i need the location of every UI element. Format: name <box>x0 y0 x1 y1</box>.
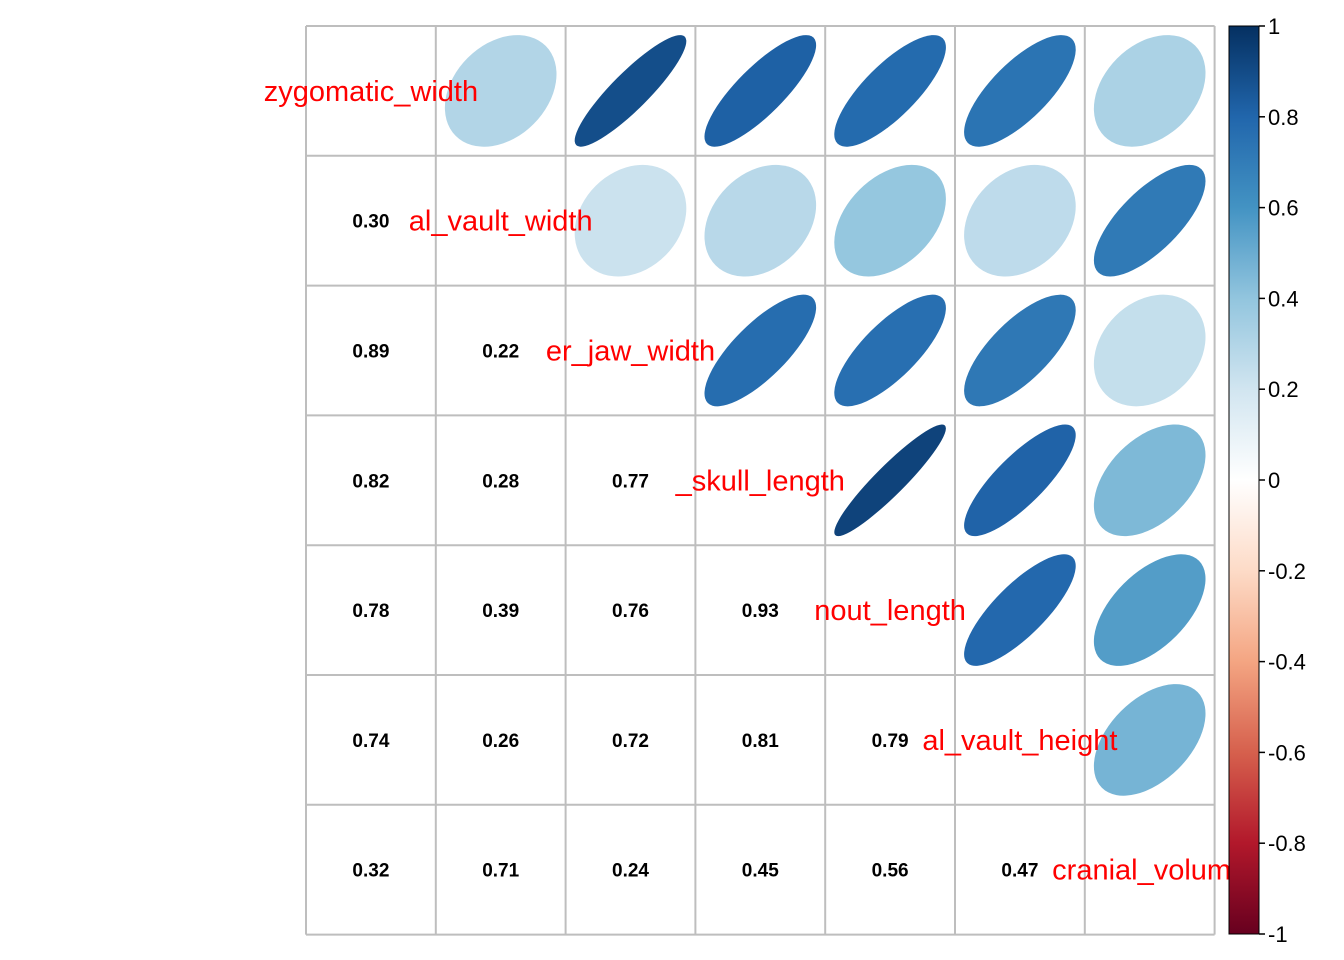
corr-value-3-1: 0.28 <box>482 471 519 492</box>
corr-value-3-0: 0.82 <box>352 471 389 492</box>
variable-labels: zygomatic_width al_vault_width er_jaw_widt… <box>264 76 1248 887</box>
corr-value-4-0: 0.78 <box>352 601 389 622</box>
corr-ellipse-0-1 <box>444 35 557 147</box>
corr-value-4-1: 0.39 <box>482 601 519 622</box>
corr-ellipse-0-2 <box>574 35 687 147</box>
colorbar-tick-label-3: 0.4 <box>1268 286 1299 311</box>
corr-ellipse-1-6 <box>1093 164 1206 277</box>
corr-value-6-0: 0.32 <box>352 861 389 882</box>
corr-ellipse-0-6 <box>1093 35 1206 147</box>
variable-label-3: _skull_length <box>675 465 845 497</box>
corr-ellipse-1-2 <box>574 164 687 277</box>
corr-ellipse-3-6 <box>1093 424 1206 537</box>
corr-value-6-4: 0.56 <box>872 861 909 882</box>
colorbar: 1 0.8 0.6 0.4 0.2 0 -0.2 -0.4 -0.6 -0.8 -1 <box>1228 14 1306 947</box>
corr-value-5-2: 0.72 <box>612 731 649 752</box>
corr-value-4-3: 0.93 <box>742 601 779 622</box>
colorbar-tick-label-0: 1 <box>1268 14 1280 39</box>
variable-label-2: er_jaw_width <box>546 336 715 368</box>
corr-value-2-1: 0.22 <box>482 342 519 363</box>
colorbar-tick-label-4: 0.2 <box>1268 377 1299 402</box>
corr-value-3-2: 0.77 <box>612 471 649 492</box>
corr-ellipse-0-5 <box>964 35 1076 147</box>
corr-value-2-0: 0.89 <box>352 342 389 363</box>
colorbar-tick-label-6: -0.2 <box>1268 559 1306 584</box>
colorbar-tick-label-1: 0.8 <box>1268 105 1299 130</box>
variable-label-6: cranial_volume <box>1052 855 1247 887</box>
colorbar-tick-label-5: 0 <box>1268 468 1280 493</box>
corr-ellipse-4-6 <box>1093 554 1206 666</box>
corr-ellipse-1-4 <box>834 164 946 277</box>
colorbar-gradient <box>1228 25 1260 935</box>
corr-ellipse-4-5 <box>964 554 1076 666</box>
corr-value-5-1: 0.26 <box>482 731 519 752</box>
variable-label-0: zygomatic_width <box>264 76 478 108</box>
variable-label-5: al_vault_height <box>922 725 1117 757</box>
colorbar-tick-label-10: -1 <box>1268 922 1288 947</box>
corr-value-4-2: 0.76 <box>612 601 649 622</box>
corr-value-5-0: 0.74 <box>352 731 389 752</box>
corr-value-5-3: 0.81 <box>742 731 779 752</box>
variable-label-1: al_vault_width <box>409 206 593 238</box>
corr-ellipse-0-3 <box>704 35 817 147</box>
corr-ellipse-5-6 <box>1093 684 1206 796</box>
variable-label-4: nout_length <box>814 595 966 627</box>
corr-ellipse-2-5 <box>964 294 1076 407</box>
colorbar-tick-label-8: -0.6 <box>1268 740 1306 765</box>
matrix-grid <box>305 25 1216 936</box>
corr-value-6-2: 0.24 <box>612 861 649 882</box>
colorbar-tick-label-7: -0.4 <box>1268 650 1306 675</box>
corr-value-6-5: 0.47 <box>1001 861 1038 882</box>
corr-ellipse-3-5 <box>964 424 1076 537</box>
corr-value-6-3: 0.45 <box>742 861 779 882</box>
corr-ellipse-1-5 <box>964 164 1076 277</box>
corr-ellipse-2-6 <box>1093 294 1206 407</box>
corr-value-5-4: 0.79 <box>872 731 909 752</box>
colorbar-tick-label-9: -0.8 <box>1268 831 1306 856</box>
corr-value-6-1: 0.71 <box>482 861 519 882</box>
colorbar-tick-label-2: 0.6 <box>1268 196 1299 221</box>
corr-ellipse-2-4 <box>834 294 946 407</box>
corr-value-1-0: 0.30 <box>352 212 389 233</box>
matrix-cells: 0.30 0.89 0.22 0.82 0.28 0.77 0.78 0.39 0.76 0.93… <box>352 35 1206 882</box>
corr-ellipse-3-4 <box>834 424 946 537</box>
corr-ellipse-0-4 <box>834 35 946 147</box>
corr-ellipse-2-3 <box>704 294 817 407</box>
corr-ellipse-1-3 <box>704 164 817 277</box>
